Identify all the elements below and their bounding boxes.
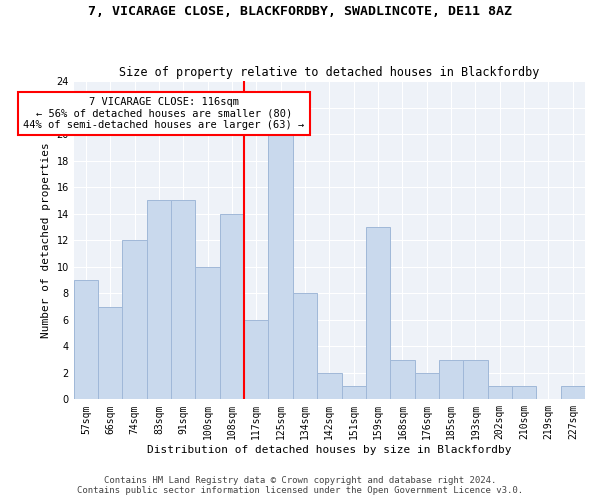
Bar <box>439 360 463 400</box>
Bar <box>147 200 171 400</box>
Bar <box>341 386 366 400</box>
Text: 7 VICARAGE CLOSE: 116sqm
← 56% of detached houses are smaller (80)
44% of semi-d: 7 VICARAGE CLOSE: 116sqm ← 56% of detach… <box>23 97 304 130</box>
Text: 7, VICARAGE CLOSE, BLACKFORDBY, SWADLINCOTE, DE11 8AZ: 7, VICARAGE CLOSE, BLACKFORDBY, SWADLINC… <box>88 5 512 18</box>
Bar <box>293 293 317 400</box>
Bar <box>488 386 512 400</box>
Bar <box>122 240 147 400</box>
Bar <box>196 266 220 400</box>
Bar <box>463 360 488 400</box>
Bar <box>390 360 415 400</box>
Bar <box>415 373 439 400</box>
Bar <box>98 306 122 400</box>
Bar <box>171 200 196 400</box>
Bar <box>220 214 244 400</box>
Bar <box>268 134 293 400</box>
Text: Contains HM Land Registry data © Crown copyright and database right 2024.
Contai: Contains HM Land Registry data © Crown c… <box>77 476 523 495</box>
Bar <box>317 373 341 400</box>
Title: Size of property relative to detached houses in Blackfordby: Size of property relative to detached ho… <box>119 66 539 78</box>
X-axis label: Distribution of detached houses by size in Blackfordby: Distribution of detached houses by size … <box>147 445 512 455</box>
Y-axis label: Number of detached properties: Number of detached properties <box>41 142 51 338</box>
Bar <box>244 320 268 400</box>
Bar <box>512 386 536 400</box>
Bar <box>74 280 98 400</box>
Bar <box>560 386 585 400</box>
Bar <box>366 227 390 400</box>
